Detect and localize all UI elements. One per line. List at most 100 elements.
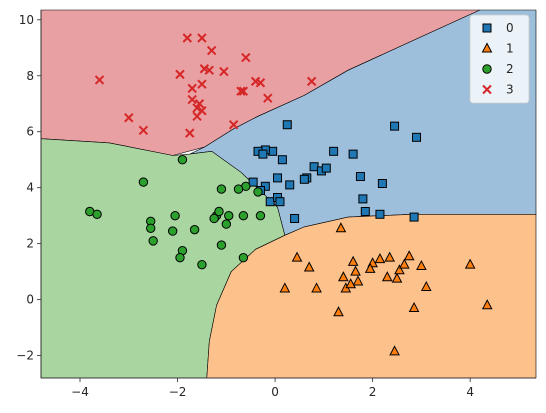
point-class-3 <box>192 111 202 122</box>
point-class-2 <box>233 184 244 194</box>
point-class-0 <box>358 194 368 204</box>
point-class-2 <box>209 213 219 224</box>
legend-marker-1 <box>481 42 493 53</box>
point-class-2 <box>253 187 263 197</box>
point-class-2 <box>148 236 158 246</box>
point-class-3 <box>241 52 251 63</box>
y-tick-label: −2 <box>16 349 34 363</box>
point-class-0 <box>375 209 385 219</box>
point-class-2 <box>238 210 249 221</box>
point-class-1 <box>333 306 344 317</box>
point-class-1 <box>279 282 291 293</box>
point-class-1 <box>403 250 415 261</box>
point-class-3 <box>219 66 229 77</box>
point-class-0 <box>275 197 285 207</box>
point-class-3 <box>185 128 195 138</box>
point-class-1 <box>408 301 420 313</box>
legend-marker-0 <box>482 23 492 33</box>
point-class-3 <box>236 86 246 96</box>
point-class-0 <box>360 206 370 216</box>
y-axis: −2 0 2 4 6 8 10 <box>16 10 42 378</box>
point-class-0 <box>268 146 278 156</box>
point-class-1 <box>481 299 493 310</box>
point-class-2 <box>175 252 185 263</box>
point-class-0 <box>355 172 365 182</box>
point-class-2 <box>138 177 149 187</box>
point-class-2 <box>197 259 207 270</box>
y-tick-label: 0 <box>26 293 34 307</box>
point-class-2 <box>167 226 178 236</box>
point-class-0 <box>348 149 358 159</box>
point-class-2 <box>214 206 224 217</box>
point-class-1 <box>398 258 410 269</box>
y-tick-label: 8 <box>26 69 34 83</box>
y-tick-label: 10 <box>19 13 34 27</box>
point-class-0 <box>329 146 339 156</box>
point-class-1 <box>389 345 400 356</box>
x-axis: −4 −2 0 2 4 <box>41 377 536 399</box>
point-class-3 <box>263 93 273 103</box>
x-tick-label: 0 <box>271 385 279 399</box>
data-points <box>85 33 493 356</box>
legend-label-3: 3 <box>506 83 514 97</box>
point-class-1 <box>374 252 386 264</box>
x-tick-label: 2 <box>369 385 377 399</box>
point-class-0 <box>412 132 422 142</box>
point-class-1 <box>345 278 357 289</box>
point-class-2 <box>255 210 266 221</box>
point-class-0 <box>409 212 419 222</box>
point-class-0 <box>258 149 268 159</box>
point-class-1 <box>381 271 393 282</box>
point-class-2 <box>92 209 102 219</box>
legend: 0 1 2 3 <box>469 14 530 104</box>
x-tick-label: 4 <box>466 385 474 399</box>
point-class-3 <box>138 125 149 136</box>
point-class-1 <box>464 258 476 269</box>
point-class-0 <box>299 174 309 184</box>
x-tick-label: −2 <box>169 385 187 399</box>
point-class-2 <box>224 210 234 221</box>
point-class-3 <box>187 94 197 105</box>
point-class-2 <box>170 210 180 221</box>
point-class-3 <box>306 76 317 87</box>
point-class-2 <box>177 155 188 165</box>
point-class-2 <box>238 252 249 263</box>
point-class-2 <box>216 240 227 250</box>
point-class-1 <box>338 271 349 282</box>
x-tick-label: −4 <box>71 385 89 399</box>
point-class-3 <box>197 33 207 43</box>
point-class-2 <box>221 219 232 229</box>
point-class-3 <box>197 79 207 89</box>
legend-box <box>469 14 530 104</box>
point-class-1 <box>311 282 322 293</box>
point-class-1 <box>335 222 347 233</box>
point-class-3 <box>94 75 105 85</box>
point-class-0 <box>248 177 258 187</box>
point-class-0 <box>273 173 283 183</box>
point-class-3 <box>124 113 134 123</box>
point-class-3 <box>192 103 202 113</box>
point-class-1 <box>364 262 376 273</box>
point-class-1 <box>350 265 361 276</box>
point-class-0 <box>277 155 287 165</box>
legend-marker-2 <box>482 64 492 74</box>
point-class-0 <box>321 163 331 173</box>
point-class-0 <box>285 180 295 190</box>
point-class-0 <box>290 213 300 223</box>
legend-label-2: 2 <box>506 62 514 76</box>
legend-label-0: 0 <box>506 21 514 35</box>
point-class-3 <box>204 65 214 75</box>
y-tick-label: 6 <box>26 125 34 139</box>
point-class-1 <box>384 251 396 262</box>
point-class-3 <box>228 120 239 130</box>
legend-marker-3 <box>482 84 492 95</box>
point-class-2 <box>216 184 227 194</box>
point-class-0 <box>282 120 292 130</box>
point-class-3 <box>175 69 185 80</box>
point-class-3 <box>238 86 249 96</box>
y-tick-label: 2 <box>26 237 34 251</box>
point-class-1 <box>391 272 403 283</box>
point-class-1 <box>394 264 405 275</box>
point-class-3 <box>206 45 217 56</box>
